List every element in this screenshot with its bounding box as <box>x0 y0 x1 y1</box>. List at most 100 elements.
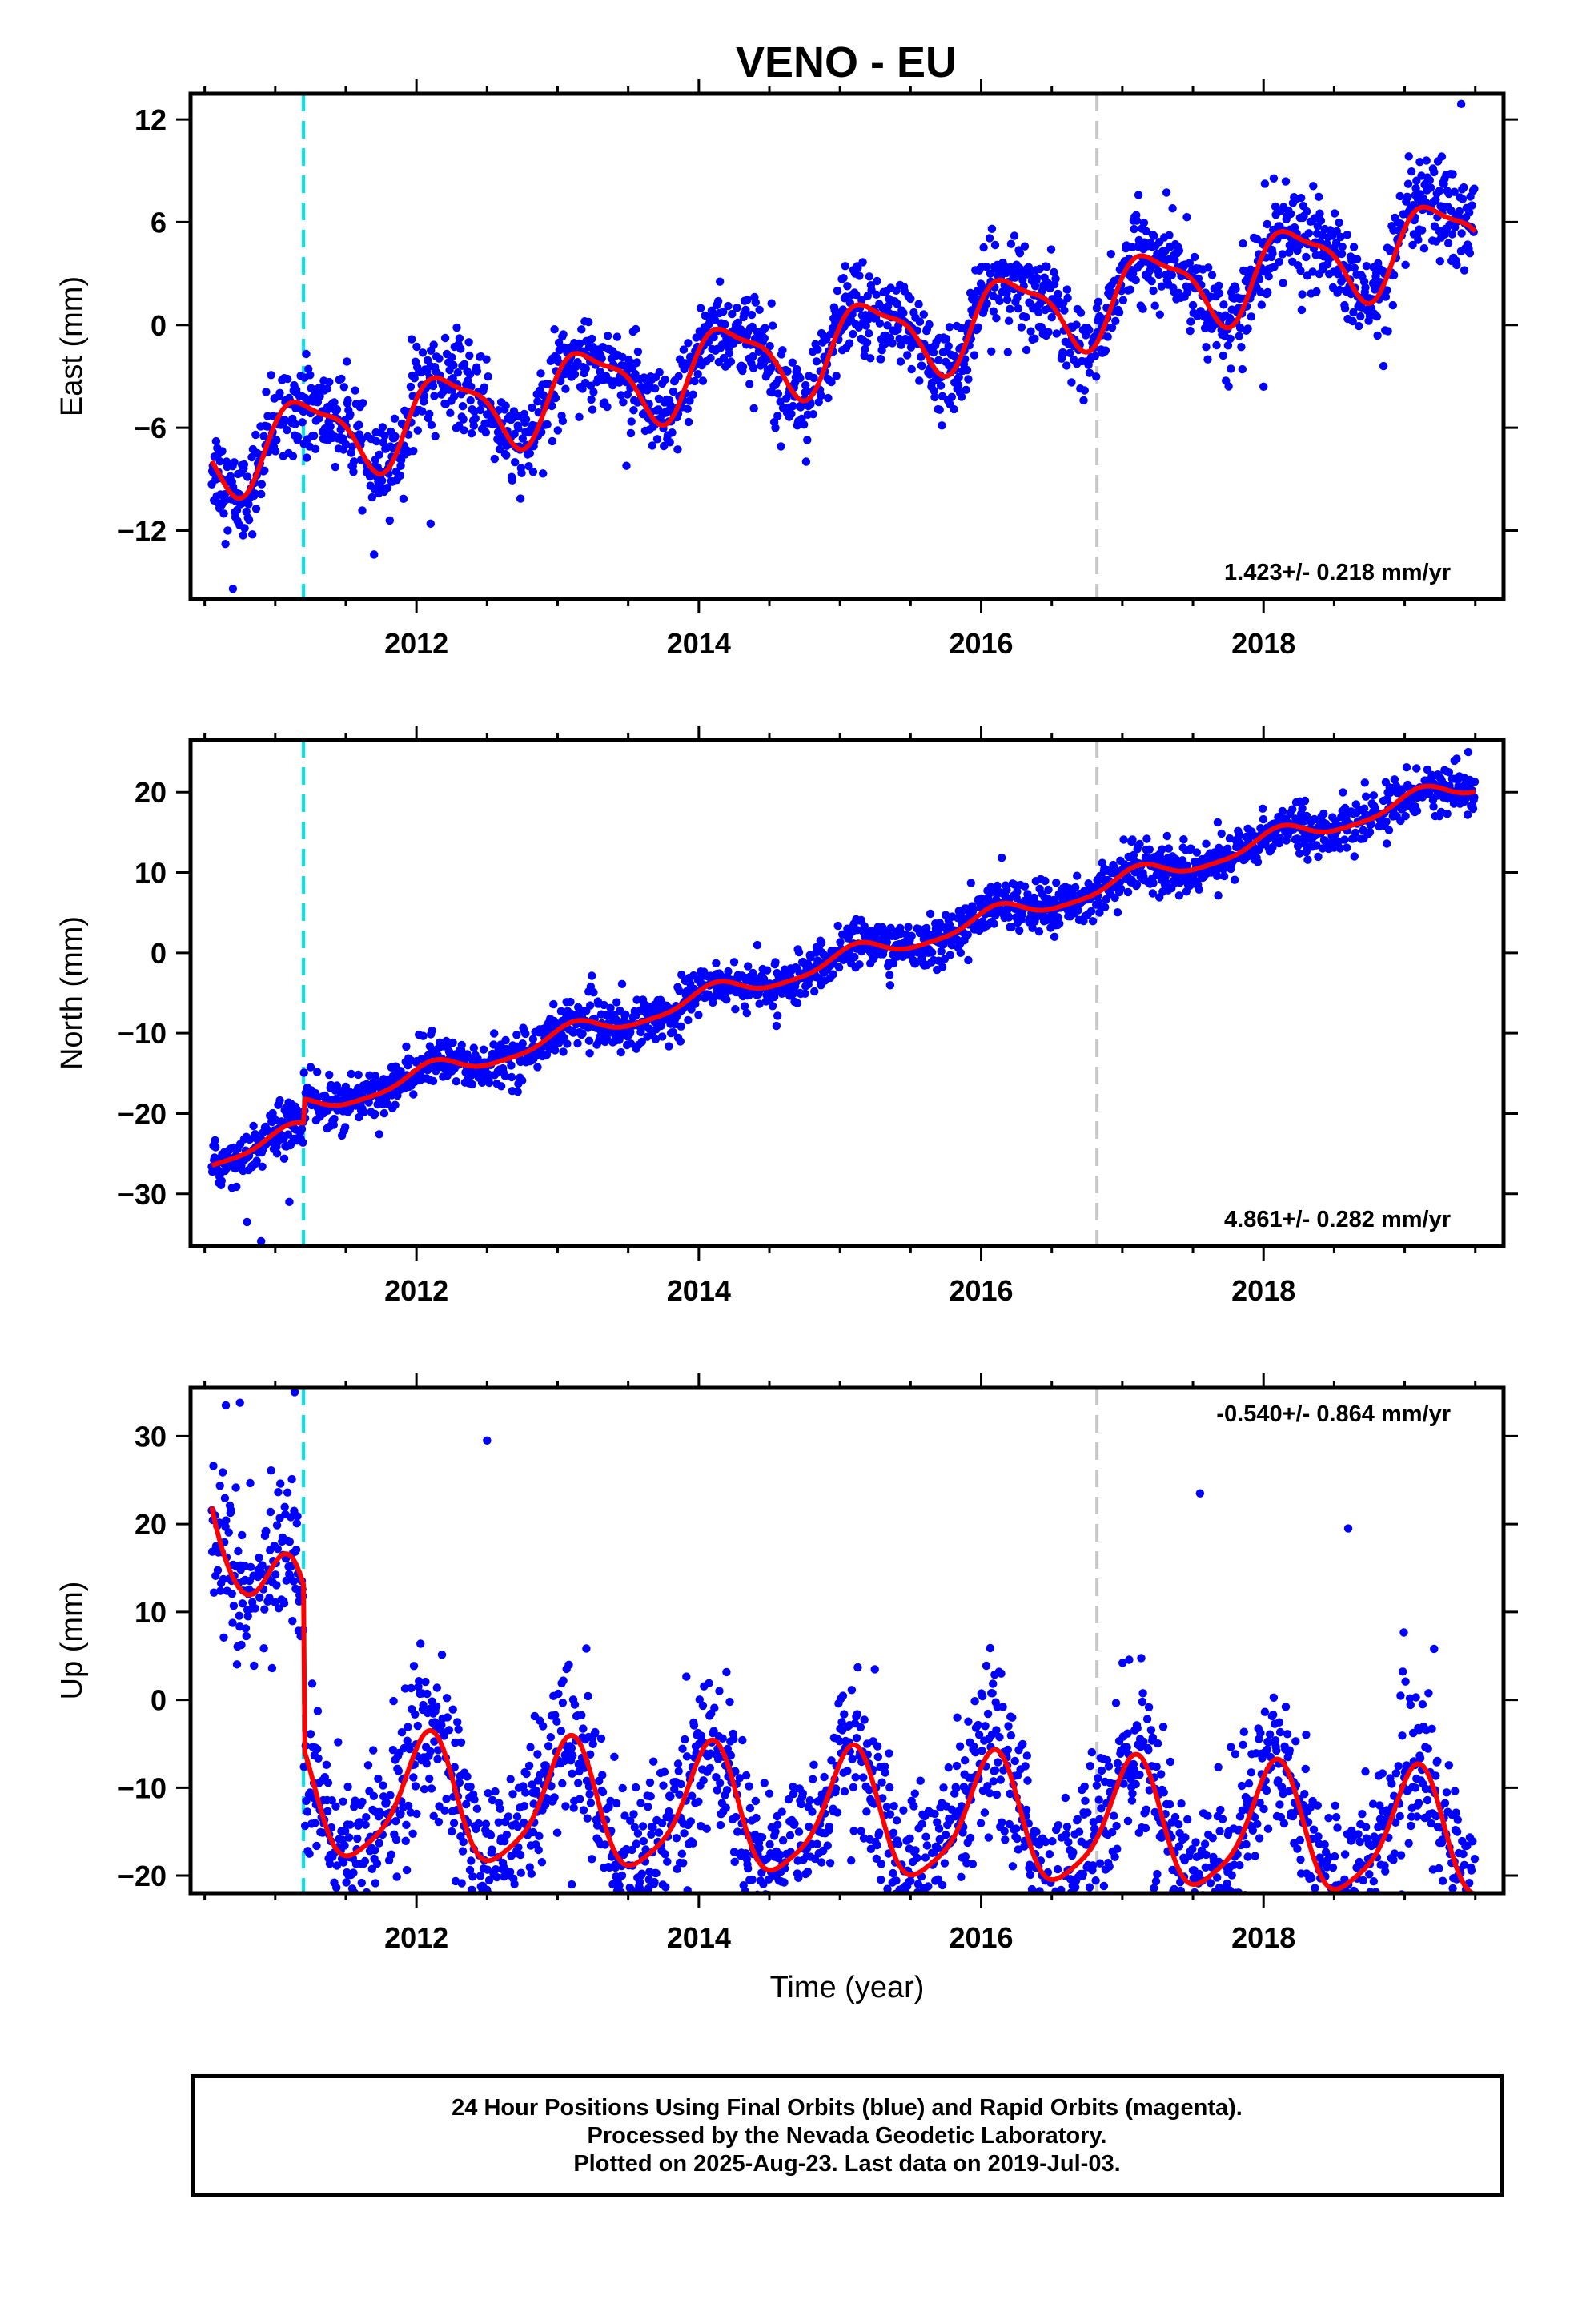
east-data-point <box>1335 218 1343 227</box>
north-data-point <box>829 970 837 979</box>
east-data-point <box>689 390 697 399</box>
east-data-point <box>1212 340 1221 350</box>
east-data-point <box>626 428 636 438</box>
east-data-point <box>420 392 429 400</box>
up-data-point <box>644 1803 652 1811</box>
east-data-point <box>339 383 348 392</box>
up-data-point <box>659 1781 668 1790</box>
north-data-point <box>926 909 935 919</box>
east-data-point <box>1060 306 1069 315</box>
east-data-point <box>1085 368 1094 377</box>
east-data-point <box>528 468 538 476</box>
east-data-point <box>987 347 996 356</box>
up-data-point <box>413 1721 422 1731</box>
up-data-point <box>533 1750 542 1759</box>
up-data-point <box>673 1759 683 1768</box>
up-data-point <box>619 1946 627 1954</box>
up-data-point <box>332 1883 341 1892</box>
east-data-point <box>331 462 339 472</box>
east-data-point <box>709 308 718 318</box>
up-data-point <box>547 1782 556 1791</box>
east-data-point <box>1227 364 1235 373</box>
north-data-point <box>1223 844 1232 853</box>
east-data-point <box>747 310 757 320</box>
east-data-point <box>1094 297 1103 306</box>
east-y-tick-label: −12 <box>118 514 167 547</box>
east-data-point <box>283 425 291 435</box>
east-data-point <box>733 318 742 327</box>
east-data-point <box>698 376 708 385</box>
east-data-point <box>1138 304 1147 313</box>
east-data-point <box>378 476 387 485</box>
east-data-point <box>865 329 873 338</box>
up-data-point <box>652 1903 660 1911</box>
north-data-point <box>669 1028 678 1037</box>
up-data-point <box>260 1605 269 1614</box>
east-data-point <box>516 494 525 503</box>
east-data-point <box>271 447 280 456</box>
up-data-point <box>331 1802 340 1811</box>
east-data-point <box>809 373 818 383</box>
east-data-point <box>464 338 473 347</box>
east-data-point <box>1231 284 1240 294</box>
up-data-point <box>291 1584 300 1594</box>
east-data-point <box>778 346 787 355</box>
up-data-point <box>210 1588 219 1597</box>
north-data-point <box>993 881 1002 891</box>
up-data-point <box>472 1804 482 1813</box>
east-data-point <box>413 426 422 435</box>
east-data-point <box>521 415 531 424</box>
east-data-point <box>1403 192 1412 202</box>
east-data-point <box>749 352 757 361</box>
up-data-point <box>272 1521 282 1530</box>
east-data-point <box>899 308 908 317</box>
east-data-point <box>1260 179 1270 188</box>
east-data-point <box>938 421 946 430</box>
north-data-point <box>409 1090 418 1099</box>
east-data-point <box>244 516 254 525</box>
north-data-point <box>911 959 920 968</box>
east-data-point <box>1430 167 1439 177</box>
up-data-point <box>504 1812 513 1821</box>
east-data-point <box>906 294 915 304</box>
east-data-point <box>801 457 811 466</box>
east-data-point <box>1103 332 1112 341</box>
east-data-point <box>942 334 951 344</box>
north-data-point <box>1362 792 1371 801</box>
north-data-point <box>1412 764 1421 773</box>
up-data-point <box>636 1799 645 1807</box>
up-data-point <box>279 1598 289 1608</box>
east-data-point <box>390 414 400 423</box>
up-data-point <box>440 1731 448 1740</box>
east-data-point <box>1298 290 1307 299</box>
up-data-point <box>524 1761 534 1771</box>
north-data-point <box>850 952 859 962</box>
north-data-point <box>1214 891 1223 900</box>
north-data-point <box>1343 843 1351 852</box>
east-data-point <box>1026 327 1035 336</box>
east-data-point <box>1044 328 1053 336</box>
up-data-point <box>293 1512 302 1521</box>
up-data-point <box>470 1795 479 1804</box>
east-data-point <box>1263 219 1271 229</box>
east-data-point <box>1219 351 1228 360</box>
north-data-point <box>313 1068 322 1076</box>
east-data-point <box>215 457 224 466</box>
east-data-point <box>1042 262 1051 271</box>
east-data-point <box>862 338 872 347</box>
up-data-point <box>556 1727 566 1735</box>
east-data-point <box>1470 184 1479 193</box>
east-data-point <box>575 412 584 421</box>
up-data-point <box>412 1809 421 1819</box>
east-data-point <box>1275 257 1284 267</box>
north-data-point <box>755 999 764 1008</box>
north-data-point <box>729 958 739 967</box>
north-data-point <box>801 989 809 999</box>
east-data-point <box>771 424 780 432</box>
up-data-point <box>327 1796 336 1805</box>
up-data-point <box>305 1849 314 1858</box>
up-data-point <box>673 1864 681 1873</box>
east-data-point <box>895 334 904 344</box>
north-data-point <box>1382 817 1391 826</box>
east-data-point <box>1072 320 1081 329</box>
